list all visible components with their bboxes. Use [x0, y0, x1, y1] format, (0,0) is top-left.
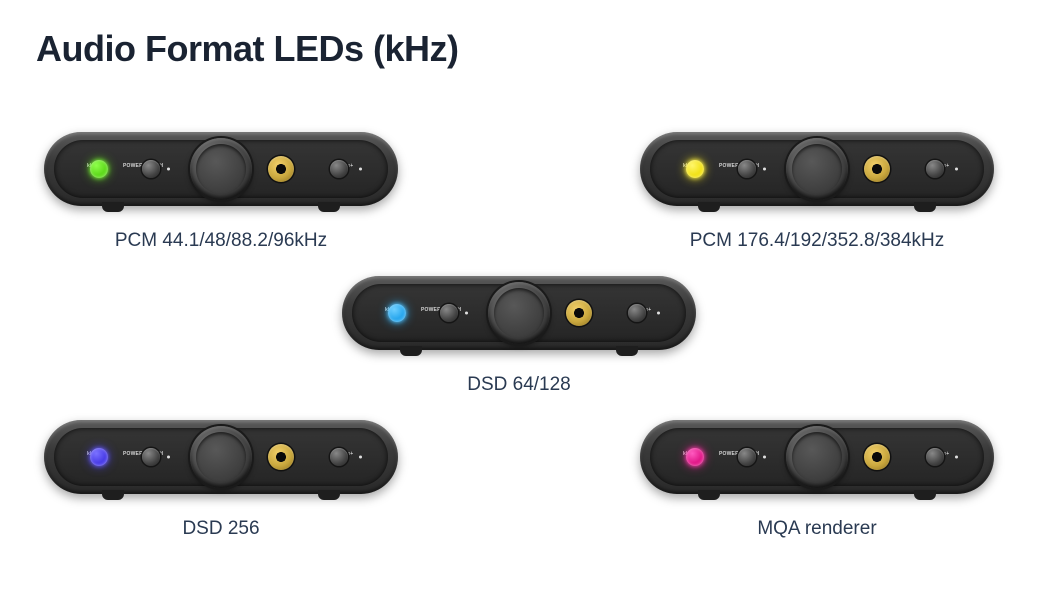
device-face: kHz POWER MATCH XBass+ — [650, 428, 984, 486]
device-foot — [698, 490, 720, 500]
device-foot — [914, 202, 936, 212]
volume-knob-icon — [190, 138, 252, 200]
power-match-knob-icon — [142, 448, 160, 466]
device-cell: kHz POWER MATCH XBass+ — [36, 408, 406, 540]
volume-knob-icon — [786, 138, 848, 200]
device: kHz POWER MATCH XBass+ — [36, 120, 406, 220]
page-title: Audio Format LEDs (kHz) — [36, 28, 459, 70]
device-cell: kHz POWER MATCH XBass+ — [334, 264, 704, 396]
volume-knob-icon — [786, 426, 848, 488]
device-caption: MQA renderer — [757, 518, 876, 540]
device-caption: PCM 44.1/48/88.2/96kHz — [115, 230, 327, 252]
device-foot — [914, 490, 936, 500]
device: kHz POWER MATCH XBass+ — [36, 408, 406, 508]
headphone-jack-icon — [864, 156, 890, 182]
headphone-jack-icon — [566, 300, 592, 326]
device-body: kHz POWER MATCH XBass+ — [342, 276, 696, 350]
volume-knob-icon — [488, 282, 550, 344]
indicator-dot-icon — [657, 312, 660, 315]
power-match-knob-icon — [142, 160, 160, 178]
device-caption: DSD 256 — [182, 518, 259, 540]
format-led-icon — [686, 160, 704, 178]
format-led-icon — [90, 448, 108, 466]
device-foot — [102, 202, 124, 212]
format-led-icon — [388, 304, 406, 322]
device-face: kHz POWER MATCH XBass+ — [54, 428, 388, 486]
indicator-dot-icon — [359, 456, 362, 459]
device: kHz POWER MATCH XBass+ — [632, 408, 1002, 508]
device-foot — [318, 490, 340, 500]
indicator-dot-icon — [955, 168, 958, 171]
device-foot — [102, 490, 124, 500]
device-body: kHz POWER MATCH XBass+ — [44, 132, 398, 206]
indicator-dot-icon — [359, 168, 362, 171]
device-foot — [698, 202, 720, 212]
device-cell: kHz POWER MATCH XBass+ — [36, 120, 406, 252]
device-foot — [616, 346, 638, 356]
power-match-knob-icon — [738, 448, 756, 466]
headphone-jack-icon — [268, 444, 294, 470]
grid-row-bottom: kHz POWER MATCH XBass+ — [0, 408, 1038, 540]
headphone-jack-icon — [864, 444, 890, 470]
indicator-dot-icon — [167, 168, 170, 171]
device-face: kHz POWER MATCH XBass+ — [352, 284, 686, 342]
xbass-knob-icon — [926, 448, 944, 466]
device-cell: kHz POWER MATCH XBass+ — [632, 408, 1002, 540]
xbass-knob-icon — [628, 304, 646, 322]
device-body: kHz POWER MATCH XBass+ — [640, 132, 994, 206]
indicator-dot-icon — [167, 456, 170, 459]
device-grid: kHz POWER MATCH XBass+ — [0, 120, 1038, 552]
format-led-icon — [686, 448, 704, 466]
grid-row-top: kHz POWER MATCH XBass+ — [0, 120, 1038, 252]
device: kHz POWER MATCH XBass+ — [334, 264, 704, 364]
xbass-knob-icon — [926, 160, 944, 178]
device-caption: DSD 64/128 — [467, 374, 571, 396]
device-face: kHz POWER MATCH XBass+ — [650, 140, 984, 198]
power-match-knob-icon — [440, 304, 458, 322]
device-caption: PCM 176.4/192/352.8/384kHz — [690, 230, 945, 252]
device-body: kHz POWER MATCH XBass+ — [44, 420, 398, 494]
format-led-icon — [90, 160, 108, 178]
grid-row-middle: kHz POWER MATCH XBass+ — [0, 264, 1038, 396]
indicator-dot-icon — [763, 456, 766, 459]
volume-knob-icon — [190, 426, 252, 488]
device-body: kHz POWER MATCH XBass+ — [640, 420, 994, 494]
device-foot — [400, 346, 422, 356]
indicator-dot-icon — [763, 168, 766, 171]
device-face: kHz POWER MATCH XBass+ — [54, 140, 388, 198]
headphone-jack-icon — [268, 156, 294, 182]
indicator-dot-icon — [465, 312, 468, 315]
device-foot — [318, 202, 340, 212]
indicator-dot-icon — [955, 456, 958, 459]
power-match-knob-icon — [738, 160, 756, 178]
device: kHz POWER MATCH XBass+ — [632, 120, 1002, 220]
xbass-knob-icon — [330, 160, 348, 178]
device-cell: kHz POWER MATCH XBass+ — [632, 120, 1002, 252]
xbass-knob-icon — [330, 448, 348, 466]
